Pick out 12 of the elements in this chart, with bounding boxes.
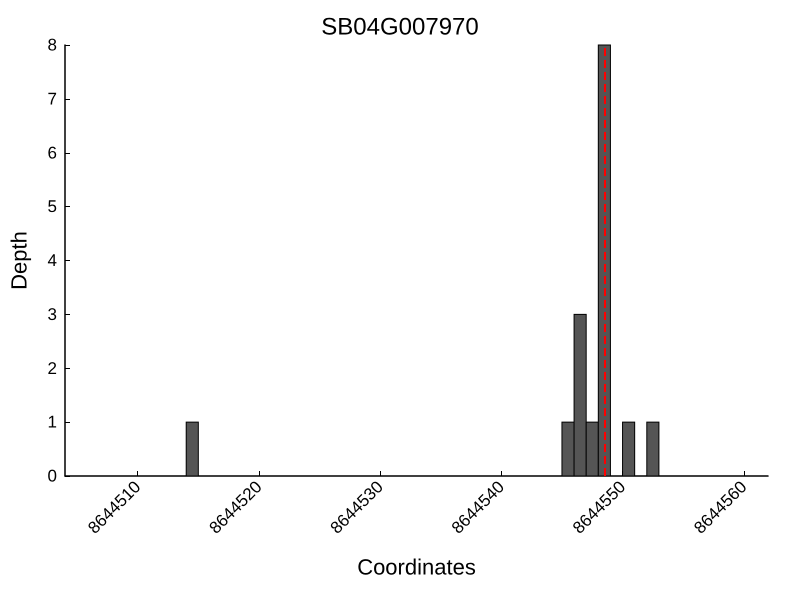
y-tick-label: 2	[48, 358, 57, 378]
y-tick-label: 1	[48, 412, 57, 432]
y-tick-label: 6	[48, 143, 57, 162]
x-axis-title: Coordinates	[357, 554, 476, 580]
y-tick-label: 8	[48, 36, 57, 54]
y-tick-label: 3	[48, 304, 57, 324]
y-tick-label: 7	[48, 89, 57, 108]
y-tick-label: 4	[48, 251, 57, 270]
y-axis-title: Depth	[6, 231, 32, 290]
chart-title: SB04G007970	[321, 14, 479, 40]
y-tick-label: 0	[48, 466, 57, 486]
y-tick-label: 5	[48, 197, 57, 216]
